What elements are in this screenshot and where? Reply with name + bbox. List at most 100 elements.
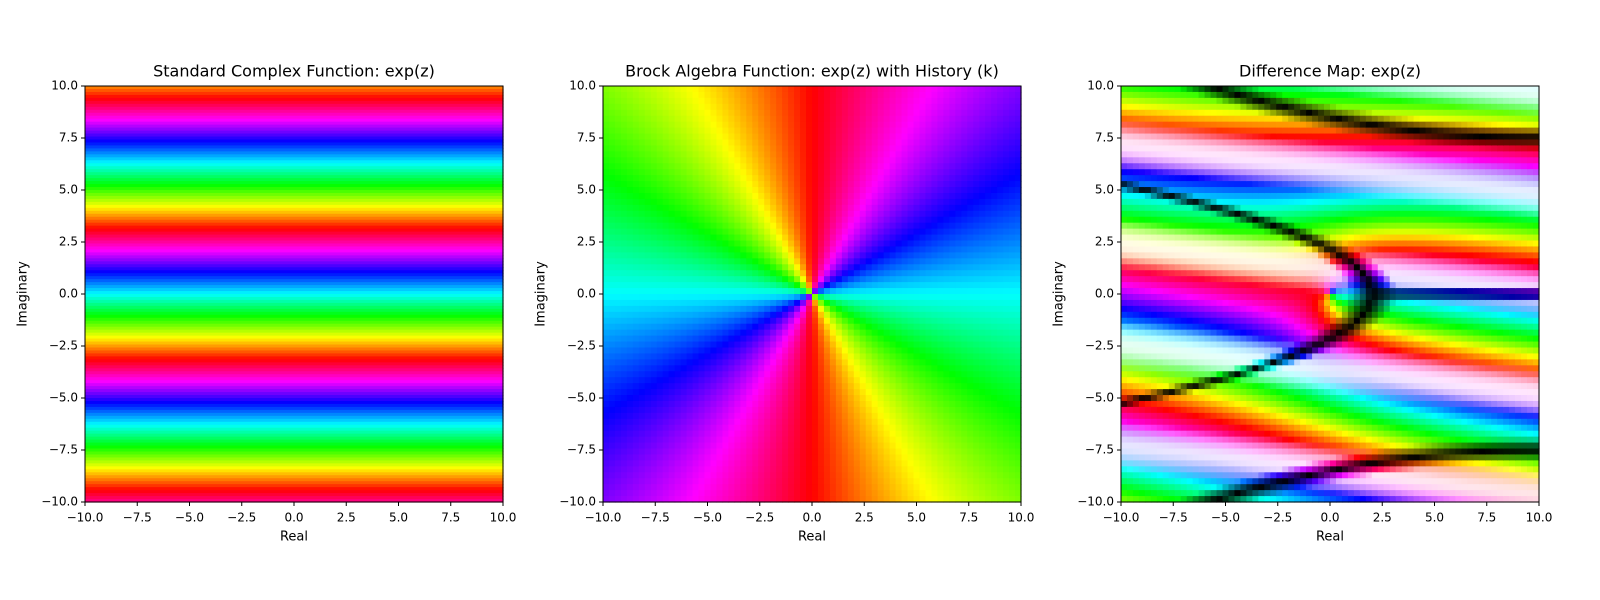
pixel [686,133,694,141]
pixel [656,109,664,117]
pixel [883,442,891,450]
pixel [686,86,694,93]
pixel [877,365,885,372]
pixel [680,294,688,301]
pixel [662,294,670,301]
pixel [871,103,879,111]
pixel [889,466,897,473]
pixel [85,433,504,438]
pixel [985,496,992,503]
pixel [794,264,801,271]
pixel [722,288,729,295]
pixel [788,472,795,479]
pixel [782,484,789,491]
pixel [841,181,849,188]
pixel [991,436,998,444]
pixel [674,109,682,117]
pixel [614,383,622,390]
pixel [698,305,706,313]
pixel [800,86,807,93]
pixel [913,282,921,289]
pixel [692,418,700,426]
pixel [901,222,909,230]
pixel [979,169,986,176]
pixel [692,329,700,337]
pixel [961,442,968,450]
pixel [817,365,825,372]
pixel [620,490,628,497]
pixel [698,335,706,343]
pixel [758,299,765,307]
pixel [865,115,873,123]
pixel [812,365,819,372]
pixel [638,163,646,170]
pixel [943,436,950,444]
pixel [692,365,700,372]
pixel [889,323,897,331]
pixel [853,412,861,420]
pixel [662,317,670,325]
pixel [608,133,616,141]
pixel [662,490,670,497]
pixel [674,294,682,301]
pixel [776,294,783,301]
pixel [943,115,950,123]
pixel [656,395,664,402]
pixel [806,204,813,212]
pixel [979,436,986,444]
pixel [722,187,729,194]
pixel [1003,181,1010,188]
pixel [656,264,664,271]
pixel [734,222,741,230]
pixel [937,264,944,271]
pixel [859,478,867,485]
pixel [829,240,837,248]
pixel [638,484,646,491]
pixel [650,472,658,479]
pixel [919,341,927,349]
pixel [716,288,724,295]
pixel [841,430,849,438]
pixel [710,175,718,182]
pixel [614,311,622,319]
pixel [961,91,968,99]
pixel [865,341,873,349]
pixel [841,448,849,456]
pixel [740,406,747,414]
pixel [967,210,974,218]
pixel [668,418,676,426]
pixel [943,192,950,200]
pixel [692,276,700,283]
pixel [979,264,986,271]
pixel [901,258,909,265]
pixel [728,353,735,360]
pixel [895,270,903,277]
pixel [746,270,753,277]
pixel [626,276,634,283]
pixel [746,478,753,485]
pixel [716,86,724,93]
pixel [823,288,831,295]
pixel [997,175,1004,182]
pixel [85,201,504,206]
pixel [603,109,610,117]
pixel [758,109,765,117]
pixel [626,377,634,384]
pixel [841,252,849,259]
pixel [650,97,658,105]
pixel [638,305,646,313]
pixel [722,317,729,325]
pixel [626,127,634,135]
pixel [674,442,682,450]
pixel [823,490,831,497]
pixel [829,109,837,117]
pixel [871,412,879,420]
pixel [638,133,646,141]
pixel [955,323,962,331]
pixel [1003,466,1010,473]
pixel [817,163,825,170]
pixel [716,448,724,456]
pixel [710,490,718,497]
pixel [704,341,712,349]
pixel [847,377,855,384]
